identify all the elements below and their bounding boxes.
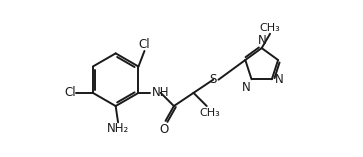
Text: N: N — [275, 73, 284, 86]
Text: N: N — [242, 81, 250, 94]
Text: Cl: Cl — [139, 38, 150, 51]
Text: S: S — [209, 73, 217, 86]
Text: NH: NH — [152, 86, 169, 99]
Text: Cl: Cl — [64, 86, 76, 99]
Text: N: N — [258, 34, 266, 47]
Text: CH₃: CH₃ — [199, 108, 220, 118]
Text: CH₃: CH₃ — [260, 23, 281, 32]
Text: NH₂: NH₂ — [107, 122, 129, 135]
Text: O: O — [160, 123, 169, 136]
